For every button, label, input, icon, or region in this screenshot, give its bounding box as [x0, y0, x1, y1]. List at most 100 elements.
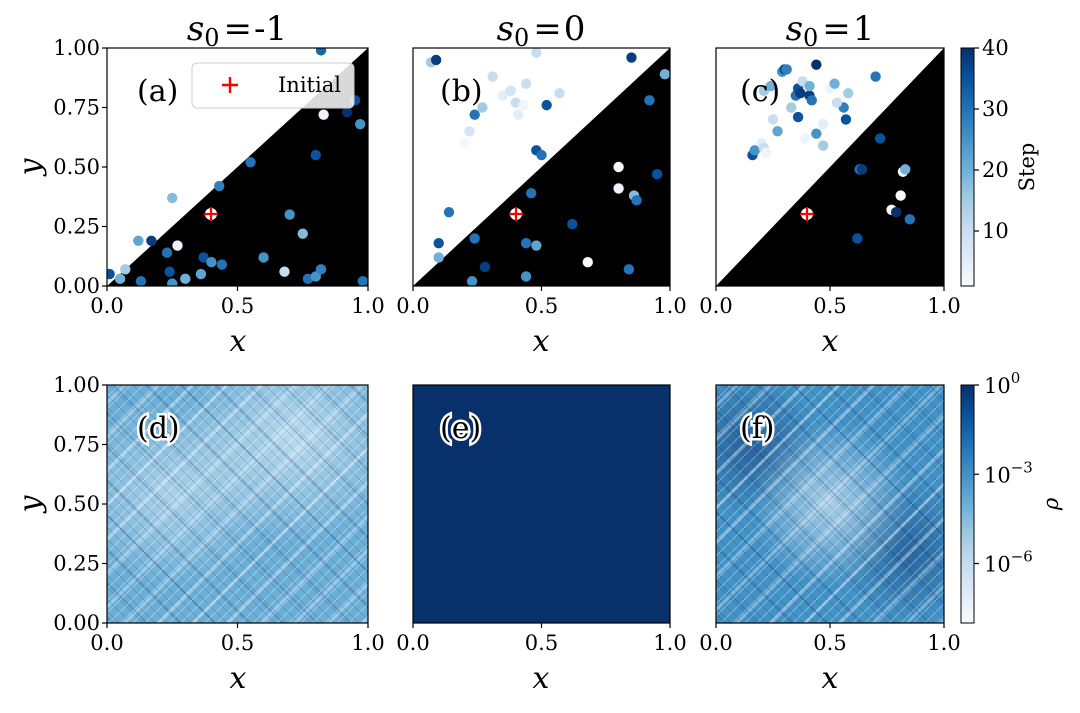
scatter-point [315, 264, 327, 275]
panel-b-label: (b) [440, 74, 483, 109]
scatter-point [161, 247, 173, 258]
scatter-point [541, 99, 552, 111]
scatter-point [526, 187, 537, 199]
scatter-point [582, 257, 593, 268]
xtick-label: 0.5 [813, 631, 846, 655]
ytick-label: 1.00 [53, 36, 100, 60]
panel-a-title: s0 =-1 [187, 9, 287, 52]
scatter-point [890, 207, 902, 218]
xtick-label: 1.0 [351, 294, 384, 318]
panel-b: (b) s0 =0 [412, 9, 671, 287]
scatter-point [133, 235, 144, 246]
colorbar-step-label: Step [1015, 143, 1039, 192]
ytick-label: 0.00 [53, 274, 100, 298]
scatter-point [180, 273, 191, 285]
ytick-label: 0.75 [53, 96, 100, 120]
colorbar-rho: 100 10−3 10−6 ρ [960, 369, 1063, 624]
panel-c-points [747, 59, 915, 244]
scatter-point [900, 164, 911, 175]
colorbar-step-tick: 20 [982, 158, 1009, 182]
scatter-point [315, 48, 327, 56]
scatter-point [856, 164, 868, 175]
scatter-point [651, 168, 663, 180]
ytick-label: 0.50 [53, 155, 100, 179]
scatter-point [164, 266, 175, 277]
scatter-point [318, 109, 329, 120]
scatter-point [749, 145, 760, 156]
scatter-point [245, 157, 256, 168]
colorbar-step-tick: 10 [982, 219, 1009, 243]
y-axis-label: y [13, 494, 48, 514]
colorbar-step-tick: 30 [982, 97, 1009, 121]
scatter-point [497, 90, 509, 101]
panel-c-shaded-region [716, 48, 944, 286]
scatter-point [505, 85, 516, 97]
colorbar-rho-tick-label: 10−3 [984, 458, 1033, 487]
bottom-row-axes: 1.00 0.75 0.50 0.25 0.00 0.0 0.5 1.0 0.0… [13, 373, 961, 696]
legend-box [191, 62, 355, 109]
panel-c-initial-marker [800, 207, 814, 221]
scatter-point [852, 233, 863, 244]
xtick-label: 0.5 [221, 294, 254, 318]
scatter-point [466, 276, 478, 286]
scatter-point [567, 218, 578, 230]
panel-d: (d) [106, 384, 369, 624]
scatter-point [520, 237, 532, 249]
scatter-point [659, 68, 670, 80]
scatter-point [772, 126, 783, 137]
scatter-point [531, 240, 542, 251]
panel-f-label: (f) [740, 411, 775, 446]
scatter-point [843, 88, 854, 99]
scatter-point [284, 209, 295, 220]
scatter-point [258, 252, 269, 263]
scatter-point [167, 278, 178, 286]
scatter-point [464, 126, 475, 137]
panel-a-points [107, 48, 368, 286]
scatter-point [792, 111, 804, 123]
scatter-point [354, 118, 366, 130]
scatter-point [114, 273, 126, 285]
xtick-label: 0.5 [525, 294, 558, 318]
panel-a-label: (a) [137, 74, 178, 109]
scatter-point [107, 268, 115, 280]
legend-label: Initial [278, 73, 341, 97]
scatter-point [613, 161, 624, 173]
xtick-label: 0.5 [525, 631, 558, 655]
scatter-point [536, 149, 547, 161]
panel-b-shaded-region [413, 48, 670, 286]
legend-marker [222, 77, 238, 93]
xtick-label: 0.0 [699, 294, 732, 318]
x-axis-label: x [230, 661, 247, 696]
scatter-point [874, 133, 886, 144]
panel-b-points [425, 48, 670, 286]
panel-e-density [413, 385, 670, 623]
y-axis-label: y [13, 157, 48, 177]
scatter-point [804, 80, 815, 92]
scatter-point [520, 78, 532, 89]
colorbar-step: 40 30 20 10 Step [960, 36, 1039, 287]
scatter-point [781, 64, 792, 75]
scatter-point [531, 48, 542, 58]
scatter-point [817, 118, 829, 130]
xtick-label: 0.5 [221, 631, 254, 655]
scatter-point [341, 107, 353, 118]
colorbar-rho-tick-label: 10−6 [984, 548, 1033, 577]
xtick-label: 1.0 [351, 631, 384, 655]
xtick-label: 0.0 [90, 294, 123, 318]
ytick-label: 0.50 [53, 492, 100, 516]
scatter-point [172, 240, 183, 251]
panel-b-title: s0 =0 [497, 9, 586, 52]
scatter-point [811, 128, 822, 139]
scatter-point [626, 52, 637, 63]
top-row-axes: 1.00 0.75 0.50 0.25 0.00 0.0 0.5 1.0 0.0… [13, 36, 961, 359]
xtick-label: 1.0 [927, 294, 960, 318]
scatter-point [631, 195, 642, 206]
x-axis-label: x [230, 324, 247, 359]
panel-b-initial-marker [509, 207, 523, 221]
scatter-point [459, 138, 470, 149]
xtick-label: 0.0 [396, 631, 429, 655]
scatter-point [765, 80, 776, 92]
scatter-point [146, 235, 157, 246]
scatter-point [297, 228, 308, 239]
